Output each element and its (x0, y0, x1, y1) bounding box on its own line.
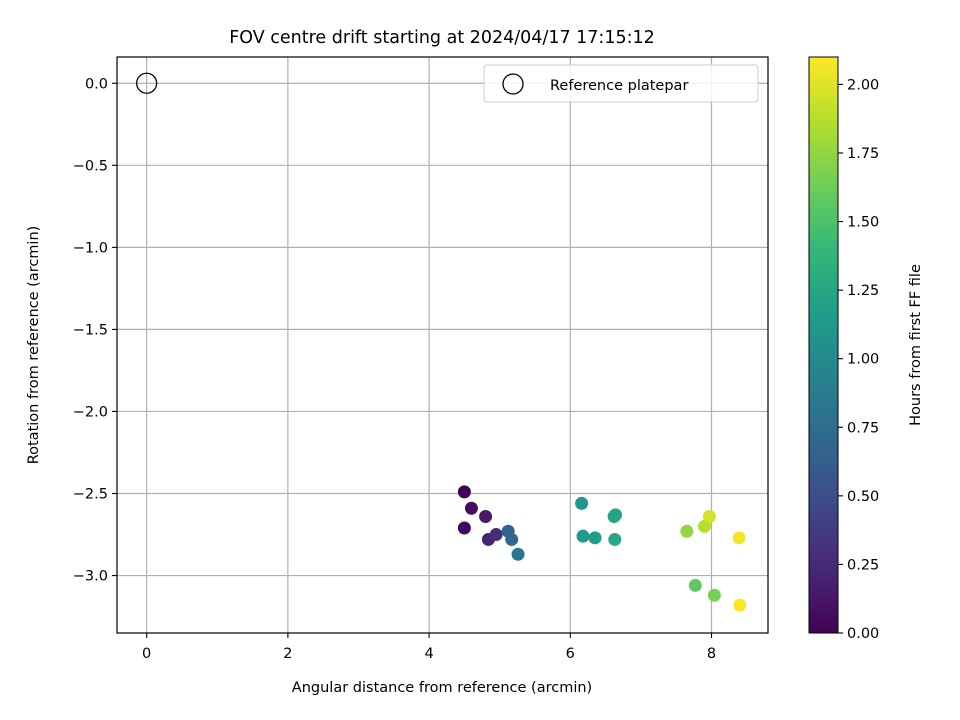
scatter-points (457, 485, 747, 612)
colorbar-tick-label: 0.25 (847, 557, 879, 573)
grid-lines (117, 57, 768, 633)
colorbar-tick-label: 0.00 (847, 626, 879, 642)
colorbar-tick-label: 1.50 (847, 215, 879, 231)
colorbar-tick-label: 2.00 (847, 77, 879, 93)
colorbar-ticks: 0.00 0.25 0.50 0.75 1.00 1.25 1.50 1.75 2.00 (838, 77, 879, 642)
scatter-point (457, 485, 471, 499)
chart-title: FOV centre drift starting at 2024/04/17 … (229, 28, 655, 48)
scatter-point (511, 547, 525, 561)
x-tick-label: 4 (424, 646, 433, 662)
scatter-point (680, 524, 694, 538)
scatter-point (588, 531, 602, 545)
reference-marker-layer (136, 72, 158, 94)
reference-platepar-marker (136, 72, 158, 94)
scatter-point (688, 578, 702, 592)
y-tick-label: −1.5 (73, 322, 108, 338)
colorbar-tick-label: 1.75 (847, 146, 879, 162)
colorbar-tick-label: 1.00 (847, 352, 879, 368)
colorbar-tick-label: 0.50 (847, 489, 879, 505)
y-axis-ticks: 0.0 −0.5 −1.0 −1.5 −2.0 −2.5 −3.0 (73, 76, 117, 585)
scatter-point (489, 528, 503, 542)
scatter-point (608, 532, 622, 546)
legend-entry-reference: Reference platepar (550, 78, 688, 94)
scatter-point (702, 509, 716, 523)
y-tick-label: 0.0 (85, 76, 108, 92)
plot-frame (116, 56, 769, 634)
x-tick-label: 0 (142, 646, 151, 662)
legend-reference-marker (502, 73, 524, 95)
legend-box (483, 64, 759, 103)
scatter-point (575, 496, 589, 510)
scatter-point (707, 588, 721, 602)
x-tick-label: 8 (707, 646, 716, 662)
x-axis-label: Angular distance from reference (arcmin) (292, 680, 592, 696)
y-tick-label: −2.0 (73, 404, 108, 420)
legend: Reference platepar (483, 64, 759, 103)
scatter-point (457, 521, 471, 535)
scatter-point (732, 531, 746, 545)
x-axis-ticks: 0 2 4 6 8 (142, 633, 716, 662)
y-tick-label: −1.0 (73, 240, 108, 256)
scatter-point (479, 509, 493, 523)
colorbar-tick-label: 0.75 (847, 420, 879, 436)
scatter-point (576, 529, 590, 543)
scatter-point (608, 508, 622, 522)
y-tick-label: −2.5 (73, 487, 108, 503)
y-tick-label: −0.5 (73, 158, 108, 174)
colorbar-tick-label: 1.25 (847, 283, 879, 299)
scatter-point (464, 501, 478, 515)
colorbar (808, 56, 839, 634)
scatter-point (733, 598, 747, 612)
scatter-point (505, 532, 519, 546)
y-tick-label: −3.0 (73, 569, 108, 585)
colorbar-label: Hours from first FF file (908, 264, 924, 426)
x-tick-label: 2 (283, 646, 292, 662)
x-tick-label: 6 (566, 646, 575, 662)
scatter-point (697, 519, 711, 533)
y-axis-label: Rotation from reference (arcmin) (26, 226, 42, 465)
